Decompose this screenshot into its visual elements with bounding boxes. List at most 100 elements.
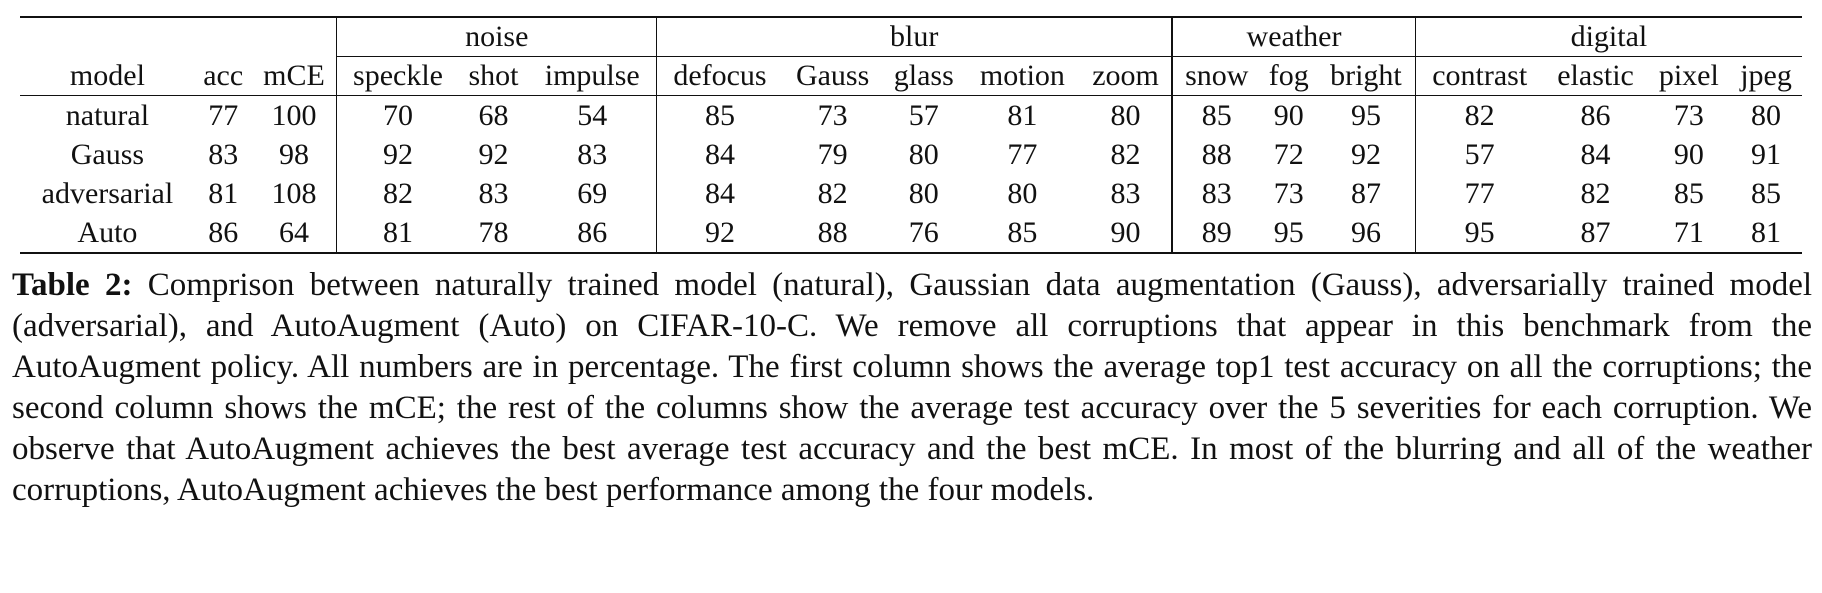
table-cell: 80 xyxy=(908,137,939,171)
table-row: adversarial 81 108 82 83 69 84 82 80 80 83 83 73 87 77… xyxy=(20,174,1802,213)
table-body: natural 77 100 70 68 54 85 73 57 81 80 85 90 95 82 86 73… xyxy=(20,95,1802,254)
caption-label: Table 2: xyxy=(12,267,133,303)
table-row: natural 77 100 70 68 54 85 73 57 81 80 85 90 95 82 86 73… xyxy=(20,95,1802,135)
table-cell: 86 xyxy=(194,213,252,254)
table-cell: 70 xyxy=(336,95,459,135)
table-cell: 92 xyxy=(478,137,509,171)
column-header: snow xyxy=(1171,56,1261,96)
table-cell: 83 xyxy=(208,137,239,171)
table-cell: 69 xyxy=(577,176,608,210)
table-cell: 77 xyxy=(208,98,239,132)
table-cell: 84 xyxy=(656,174,783,213)
table-cell: 96 xyxy=(1317,213,1416,254)
table-cell: 85 xyxy=(1751,176,1782,210)
table-cell: 92 xyxy=(656,213,783,254)
table-cell: 86 xyxy=(1580,98,1611,132)
table-cell: 83 xyxy=(1110,176,1141,210)
table-row: Auto 86 64 81 78 86 92 88 76 85 90 89 95 96 95 87 71 81 xyxy=(20,213,1802,254)
table-cell: 83 xyxy=(478,176,509,210)
table-cell: 84 xyxy=(1580,137,1611,171)
table-cell: 90 xyxy=(1079,213,1173,254)
column-header: contrast xyxy=(1414,56,1544,96)
column-header: zoom xyxy=(1079,56,1173,96)
table-cell: 73 xyxy=(1273,176,1304,210)
column-header: defocus xyxy=(656,56,783,96)
column-header: motion xyxy=(965,56,1080,96)
table-caption: Table 2: Comprison between naturally tra… xyxy=(12,265,1812,511)
table-cell: 79 xyxy=(817,137,848,171)
table-cell: 87 xyxy=(1543,213,1648,254)
table-cell: 81 xyxy=(1730,213,1802,254)
results-table: noise blur weather digital model acc mCE… xyxy=(20,16,1802,254)
table-cell: 85 xyxy=(1171,95,1261,135)
column-header: speckle xyxy=(336,56,459,96)
group-header-digital: digital xyxy=(1414,16,1802,57)
table-cell: 85 xyxy=(1673,176,1704,210)
table-cell: 81 xyxy=(1007,98,1038,132)
table-cell: 80 xyxy=(1751,98,1782,132)
table-cell: 64 xyxy=(251,213,337,254)
column-header: model xyxy=(20,56,195,96)
table-cell: 81 xyxy=(208,176,239,210)
table-cell: 80 xyxy=(908,176,939,210)
table-cell: 95 xyxy=(1260,213,1318,254)
table-cell: 54 xyxy=(577,98,608,132)
table-cell: 88 xyxy=(782,213,883,254)
row-label-cell: natural xyxy=(65,98,150,132)
table-cell: 81 xyxy=(336,213,459,254)
table-cell: 90 xyxy=(1673,137,1704,171)
table-cell: 77 xyxy=(1007,137,1038,171)
table-cell: 71 xyxy=(1647,213,1731,254)
table-cell: 82 xyxy=(1414,95,1544,135)
table-cell: 87 xyxy=(1350,176,1381,210)
table-cell: 82 xyxy=(1110,137,1141,171)
table-cell: 78 xyxy=(458,213,529,254)
table-cell: 98 xyxy=(278,137,309,171)
column-header: shot xyxy=(458,56,529,96)
column-header: fog xyxy=(1260,56,1318,96)
table-cell: 73 xyxy=(1673,98,1704,132)
column-header: elastic xyxy=(1543,56,1648,96)
table-cell: 68 xyxy=(478,98,509,132)
table-cell: 88 xyxy=(1171,135,1261,174)
table-cell: 83 xyxy=(1171,174,1261,213)
group-header-row: noise blur weather digital xyxy=(20,16,1802,57)
table-cell: 82 xyxy=(336,174,459,213)
group-header-blur: blur xyxy=(656,16,1173,57)
table-cell: 80 xyxy=(1007,176,1038,210)
table-cell: 91 xyxy=(1751,137,1782,171)
table-cell: 76 xyxy=(882,213,966,254)
table-cell: 95 xyxy=(1350,98,1381,132)
table-cell: 92 xyxy=(336,135,459,174)
column-header: jpeg xyxy=(1730,56,1802,96)
column-header: glass xyxy=(882,56,966,96)
table-cell: 83 xyxy=(577,137,608,171)
column-header: Gauss xyxy=(782,56,883,96)
column-header-row: model acc mCE speckle shot impulse defoc… xyxy=(20,56,1802,96)
table-cell: 90 xyxy=(1273,98,1304,132)
row-label-cell: Gauss xyxy=(70,137,145,171)
table-cell: 86 xyxy=(528,213,657,254)
table-cell: 73 xyxy=(817,98,848,132)
group-header-noise: noise xyxy=(336,16,657,57)
table-cell: 95 xyxy=(1414,213,1544,254)
table-cell: 57 xyxy=(1414,135,1544,174)
group-header-empty xyxy=(20,16,337,57)
table-cell: 100 xyxy=(271,98,317,132)
row-label-cell: Auto xyxy=(20,213,195,254)
column-header: bright xyxy=(1317,56,1416,96)
table-cell: 57 xyxy=(908,98,939,132)
column-header: pixel xyxy=(1647,56,1731,96)
table-row: Gauss 83 98 92 92 83 84 79 80 77 82 88 72 92 57 84 90 91 xyxy=(20,135,1802,174)
table-cell: 77 xyxy=(1414,174,1544,213)
column-header: acc xyxy=(194,56,252,96)
table-cell: 80 xyxy=(1110,98,1141,132)
row-label-cell: adversarial xyxy=(41,176,174,210)
group-header-weather: weather xyxy=(1171,16,1416,57)
table-cell: 82 xyxy=(1580,176,1611,210)
table-cell: 84 xyxy=(656,135,783,174)
table-cell: 108 xyxy=(271,176,317,210)
table-cell: 92 xyxy=(1350,137,1381,171)
caption-text: Comprison between naturally trained mode… xyxy=(12,267,1813,508)
